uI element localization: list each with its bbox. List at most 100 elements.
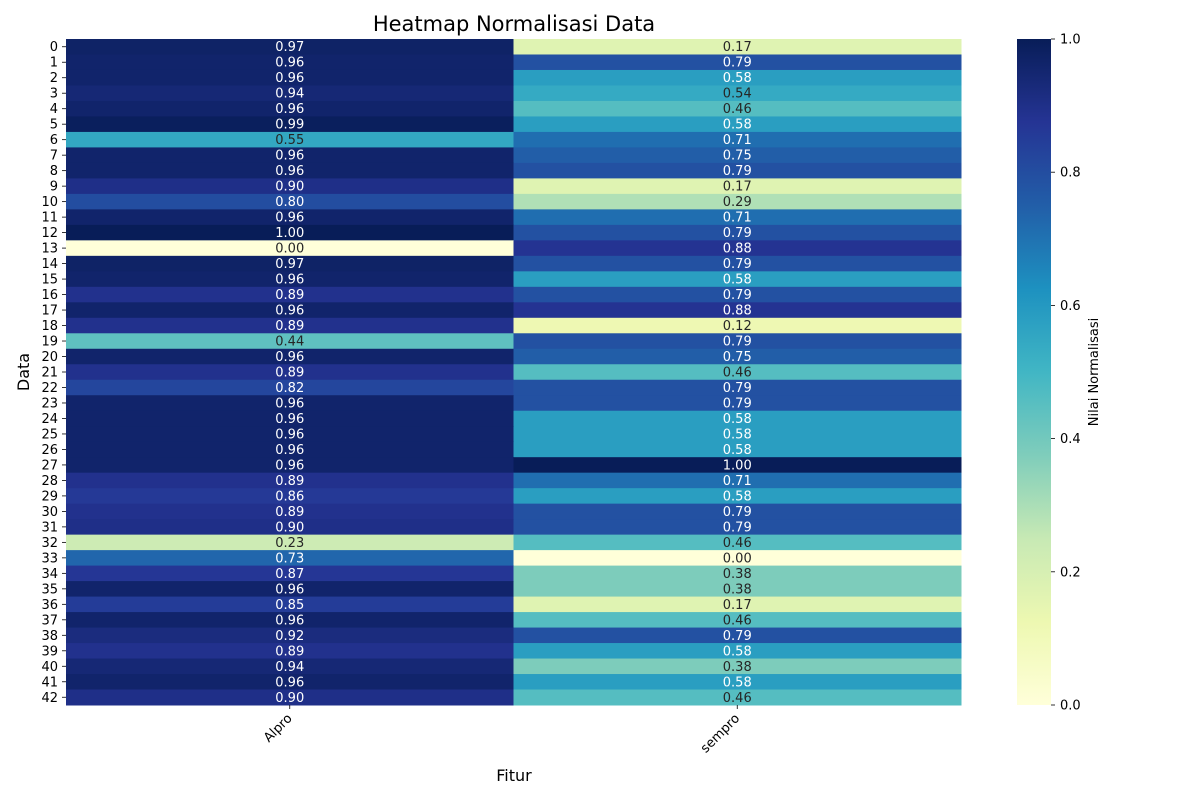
cell-value-label: 0.71 (723, 474, 752, 489)
cell-value-label: 0.79 (723, 226, 752, 241)
cell-value-label: 0.96 (275, 149, 304, 164)
cell-value-label: 0.29 (723, 195, 752, 210)
cell-value-label: 0.89 (275, 644, 304, 659)
heatmap-cell (513, 271, 962, 288)
colorbar (1017, 39, 1051, 705)
y-tick-label: 1 (50, 56, 58, 71)
y-tick-label: 19 (41, 335, 58, 350)
heatmap-cell (66, 209, 514, 226)
cell-value-label: 0.96 (275, 427, 304, 442)
cell-value-label: 0.82 (275, 381, 304, 396)
y-axis-title: Data (14, 353, 33, 391)
cell-value-label: 0.79 (723, 257, 752, 272)
y-tick-label: 22 (41, 381, 58, 396)
heatmap-cell (66, 255, 514, 272)
cell-value-label: 0.55 (275, 133, 304, 148)
cell-value-label: 0.97 (275, 257, 304, 272)
y-axis-ticks: 0123456789101112131415161718192021222324… (41, 40, 66, 706)
heatmap-cell (66, 565, 514, 582)
cell-value-label: 0.89 (275, 505, 304, 520)
cell-value-label: 0.96 (275, 443, 304, 458)
cell-value-label: 0.58 (723, 412, 752, 427)
cell-value-label: 1.00 (723, 458, 752, 473)
y-tick-label: 18 (41, 319, 58, 334)
y-tick-label: 27 (41, 458, 58, 473)
heatmap-cell (66, 379, 514, 396)
y-tick-label: 6 (50, 133, 58, 148)
heatmap-cell (66, 317, 514, 334)
cell-value-label: 0.89 (275, 319, 304, 334)
cell-value-label: 0.46 (723, 613, 752, 628)
cell-value-label: 0.23 (275, 536, 304, 551)
y-tick-label: 26 (41, 443, 58, 458)
heatmap-cell (513, 209, 962, 226)
y-tick-label: 11 (41, 211, 58, 226)
heatmap-cell (66, 519, 514, 536)
cell-value-label: 0.90 (275, 180, 304, 195)
colorbar-tick-label: 0.4 (1060, 432, 1081, 447)
cell-value-label: 0.79 (723, 381, 752, 396)
cell-value-label: 0.80 (275, 195, 304, 210)
heatmap-cell (513, 689, 962, 706)
heatmap-cell (66, 441, 514, 458)
heatmap-cell (66, 581, 514, 598)
y-tick-label: 36 (41, 598, 58, 613)
y-tick-label: 32 (41, 536, 58, 551)
colorbar-tick-label: 0.6 (1060, 299, 1081, 314)
y-tick-label: 30 (41, 505, 58, 520)
y-tick-label: 4 (50, 102, 58, 117)
y-tick-label: 14 (41, 257, 58, 272)
heatmap-cell (513, 162, 962, 179)
cell-value-label: 0.96 (275, 56, 304, 71)
heatmap-cell (66, 69, 514, 86)
y-tick-label: 24 (41, 412, 58, 427)
heatmap-cell (513, 54, 962, 71)
cell-value-label: 0.88 (723, 304, 752, 319)
heatmap-cell (66, 348, 514, 365)
heatmap-cell (66, 534, 514, 551)
cell-value-label: 0.96 (275, 458, 304, 473)
cell-value-label: 1.00 (275, 226, 304, 241)
x-tick-label: sempro (698, 711, 743, 756)
cell-value-label: 0.38 (723, 582, 752, 597)
chart-title: Heatmap Normalisasi Data (373, 12, 655, 36)
heatmap-cell (66, 147, 514, 164)
heatmap-cell (66, 364, 514, 381)
heatmap-cell (513, 519, 962, 536)
y-tick-label: 9 (50, 180, 58, 195)
colorbar-tick-label: 1.0 (1060, 33, 1081, 48)
heatmap-cell (66, 54, 514, 71)
heatmap-cell (513, 658, 962, 675)
heatmap-cell (66, 410, 514, 427)
y-tick-label: 0 (50, 40, 58, 55)
cell-value-label: 0.58 (723, 644, 752, 659)
heatmap-cell (66, 302, 514, 319)
cell-value-label: 0.75 (723, 149, 752, 164)
heatmap-cell (66, 627, 514, 644)
cell-value-label: 0.94 (275, 660, 304, 675)
cell-value-label: 0.96 (275, 582, 304, 597)
x-tick-label: Alpro (261, 711, 296, 746)
y-tick-label: 20 (41, 350, 58, 365)
heatmap-cell (66, 395, 514, 412)
heatmap-cell (513, 286, 962, 303)
cell-value-label: 0.85 (275, 598, 304, 613)
heatmap-cell (66, 162, 514, 179)
heatmap-cell (513, 565, 962, 582)
heatmap-cell (66, 85, 514, 102)
cell-value-label: 0.00 (275, 242, 304, 257)
y-tick-label: 2 (50, 71, 58, 86)
colorbar-label: Nilai Normalisasi (1087, 318, 1102, 426)
y-tick-label: 7 (50, 149, 58, 164)
heatmap-cell (513, 379, 962, 396)
cell-value-label: 0.96 (275, 102, 304, 117)
cell-value-label: 0.96 (275, 412, 304, 427)
heatmap-cell (513, 674, 962, 691)
cell-value-label: 0.58 (723, 427, 752, 442)
heatmap-cell (513, 116, 962, 133)
cell-value-label: 0.58 (723, 443, 752, 458)
cell-value-label: 0.96 (275, 350, 304, 365)
heatmap-cell (66, 503, 514, 520)
y-tick-label: 33 (41, 551, 58, 566)
cell-value-label: 0.73 (275, 551, 304, 566)
